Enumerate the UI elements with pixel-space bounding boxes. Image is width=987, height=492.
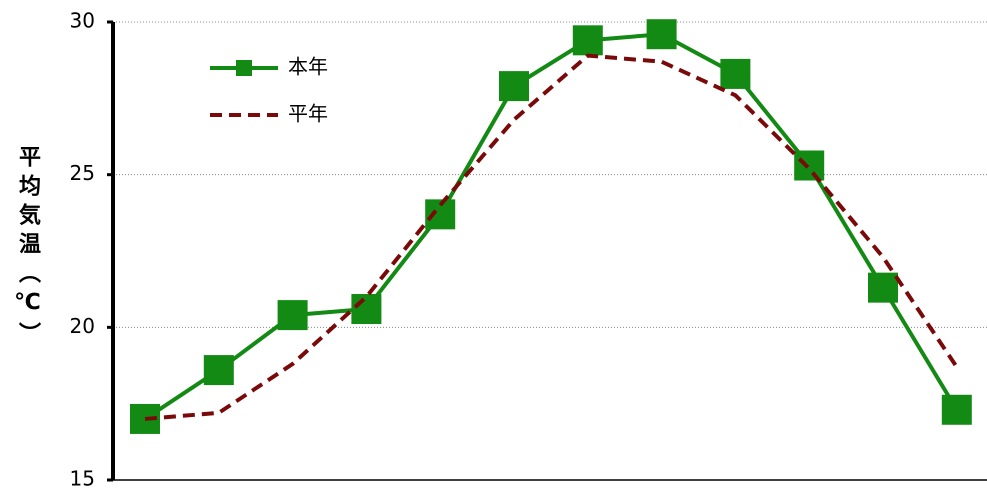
data-point: [203, 355, 234, 386]
data-point: [868, 272, 898, 303]
series-line: [144, 53, 959, 421]
y-tick-label: 25: [70, 161, 95, 185]
data-point: [720, 58, 751, 89]
series-line: [143, 32, 959, 421]
y-tick-label: 30: [70, 9, 95, 33]
data-point: [572, 25, 603, 56]
legend-marker: [236, 60, 252, 76]
y-tick-label: 20: [70, 314, 95, 338]
legend-label: 平年: [288, 102, 328, 126]
data-point: [941, 394, 972, 425]
data-point: [277, 300, 308, 331]
data-point: [499, 71, 529, 102]
data-point: [351, 294, 382, 325]
data-point: [794, 150, 825, 181]
y-tick-label: 15: [70, 467, 95, 491]
data-point: [646, 19, 677, 50]
y-axis-label: 平均気温（℃）: [14, 145, 41, 351]
legend-label: 本年: [288, 55, 328, 79]
